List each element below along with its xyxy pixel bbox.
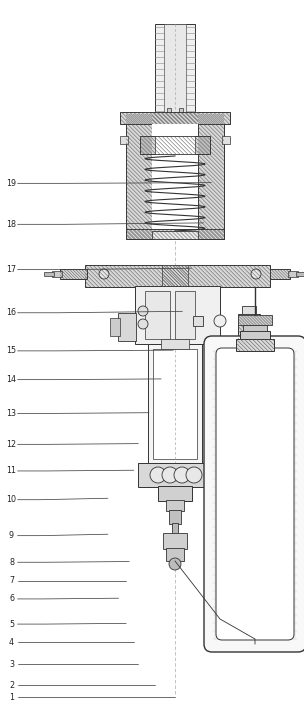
- Bar: [120, 136, 128, 144]
- Bar: [238, 314, 260, 349]
- FancyBboxPatch shape: [216, 348, 294, 640]
- Bar: [138, 463, 212, 487]
- Bar: [162, 265, 188, 287]
- Bar: [120, 112, 230, 124]
- Bar: [135, 286, 220, 344]
- Bar: [167, 108, 171, 112]
- Text: 8: 8: [9, 558, 14, 567]
- Text: 9: 9: [9, 531, 14, 540]
- Circle shape: [174, 467, 190, 483]
- Bar: [110, 318, 120, 336]
- Bar: [172, 523, 178, 534]
- Text: 16: 16: [7, 308, 16, 317]
- Bar: [270, 269, 290, 279]
- Circle shape: [162, 467, 178, 483]
- Bar: [155, 136, 195, 154]
- Bar: [164, 24, 186, 114]
- Bar: [236, 339, 274, 351]
- Bar: [243, 325, 267, 331]
- Bar: [175, 291, 195, 339]
- Circle shape: [138, 319, 148, 329]
- Bar: [52, 271, 62, 277]
- Bar: [126, 114, 152, 239]
- Bar: [162, 265, 188, 287]
- Bar: [120, 112, 230, 124]
- Bar: [118, 313, 136, 341]
- Circle shape: [251, 269, 261, 279]
- Bar: [152, 112, 198, 124]
- Text: 18: 18: [7, 220, 16, 229]
- Text: 7: 7: [9, 577, 14, 585]
- Bar: [85, 265, 270, 287]
- Ellipse shape: [158, 315, 172, 323]
- Bar: [152, 124, 198, 239]
- Bar: [270, 269, 290, 279]
- Text: 14: 14: [7, 375, 16, 384]
- Bar: [166, 548, 184, 561]
- Text: 4: 4: [9, 638, 14, 646]
- Bar: [126, 114, 152, 239]
- Bar: [155, 24, 195, 114]
- Bar: [161, 339, 189, 349]
- Bar: [222, 136, 230, 144]
- Bar: [236, 339, 274, 351]
- Bar: [166, 500, 184, 511]
- Bar: [126, 229, 224, 239]
- Text: 1: 1: [9, 693, 14, 702]
- Bar: [60, 269, 87, 279]
- Circle shape: [150, 467, 166, 483]
- Bar: [240, 331, 270, 339]
- Bar: [238, 315, 272, 325]
- Bar: [148, 344, 202, 464]
- Text: 2: 2: [9, 681, 14, 690]
- FancyBboxPatch shape: [204, 336, 304, 652]
- Text: 6: 6: [9, 595, 14, 603]
- Circle shape: [186, 467, 202, 483]
- Bar: [169, 510, 181, 524]
- Bar: [296, 272, 304, 276]
- Text: 10: 10: [7, 495, 16, 504]
- Circle shape: [99, 269, 109, 279]
- Text: 12: 12: [6, 440, 17, 449]
- Bar: [153, 349, 197, 459]
- Bar: [158, 486, 192, 501]
- Bar: [198, 114, 224, 239]
- Bar: [60, 269, 87, 279]
- Bar: [126, 229, 224, 239]
- Bar: [140, 136, 210, 154]
- Bar: [238, 315, 272, 325]
- Text: 11: 11: [7, 467, 16, 475]
- Text: 15: 15: [6, 347, 17, 355]
- Bar: [242, 306, 256, 314]
- Bar: [288, 271, 298, 277]
- Bar: [193, 316, 203, 326]
- Bar: [145, 291, 170, 339]
- Text: 17: 17: [6, 265, 17, 274]
- Text: 19: 19: [6, 179, 17, 188]
- Bar: [140, 136, 210, 154]
- Circle shape: [138, 306, 148, 316]
- Bar: [163, 533, 187, 549]
- Bar: [179, 108, 183, 112]
- Bar: [238, 314, 260, 349]
- Bar: [152, 112, 198, 124]
- Bar: [152, 231, 198, 239]
- Ellipse shape: [168, 315, 182, 323]
- Text: 3: 3: [9, 660, 14, 669]
- Bar: [85, 265, 270, 287]
- Circle shape: [214, 315, 226, 327]
- Circle shape: [169, 558, 181, 570]
- Text: 13: 13: [7, 409, 16, 418]
- Text: 5: 5: [9, 620, 14, 628]
- Bar: [198, 114, 224, 239]
- Bar: [44, 272, 54, 276]
